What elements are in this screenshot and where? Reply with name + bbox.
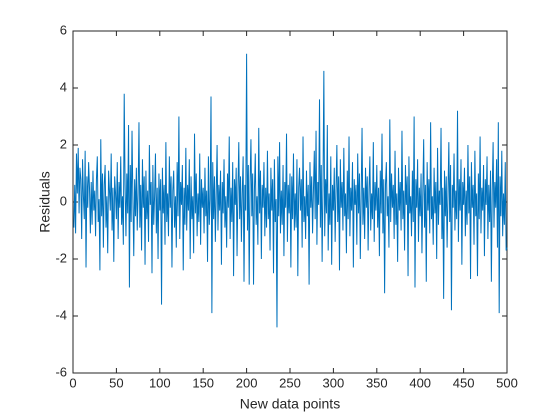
x-tick-label: 450 xyxy=(453,375,475,390)
x-tick-label: 250 xyxy=(279,375,301,390)
x-tick-label: 100 xyxy=(149,375,171,390)
x-tick-label: 350 xyxy=(366,375,388,390)
y-tick-label: 0 xyxy=(60,193,67,208)
x-tick-label: 0 xyxy=(69,375,76,390)
x-tick-label: 150 xyxy=(192,375,214,390)
y-tick-label: -4 xyxy=(55,307,67,322)
residual-line xyxy=(73,53,508,328)
x-tick-label: 400 xyxy=(409,375,431,390)
y-tick-label: -6 xyxy=(55,364,67,379)
x-tick-label: 300 xyxy=(323,375,345,390)
y-tick-label: 4 xyxy=(60,79,67,94)
y-tick-label: 6 xyxy=(60,22,67,37)
x-tick-label: 50 xyxy=(109,375,123,390)
y-axis-label: Residuals xyxy=(37,171,53,232)
x-axis-label: New data points xyxy=(240,396,340,412)
x-tick-label: 200 xyxy=(236,375,258,390)
x-tick-label: 500 xyxy=(496,375,518,390)
y-tick-label: -2 xyxy=(55,250,67,265)
y-tick-label: 2 xyxy=(60,136,67,151)
